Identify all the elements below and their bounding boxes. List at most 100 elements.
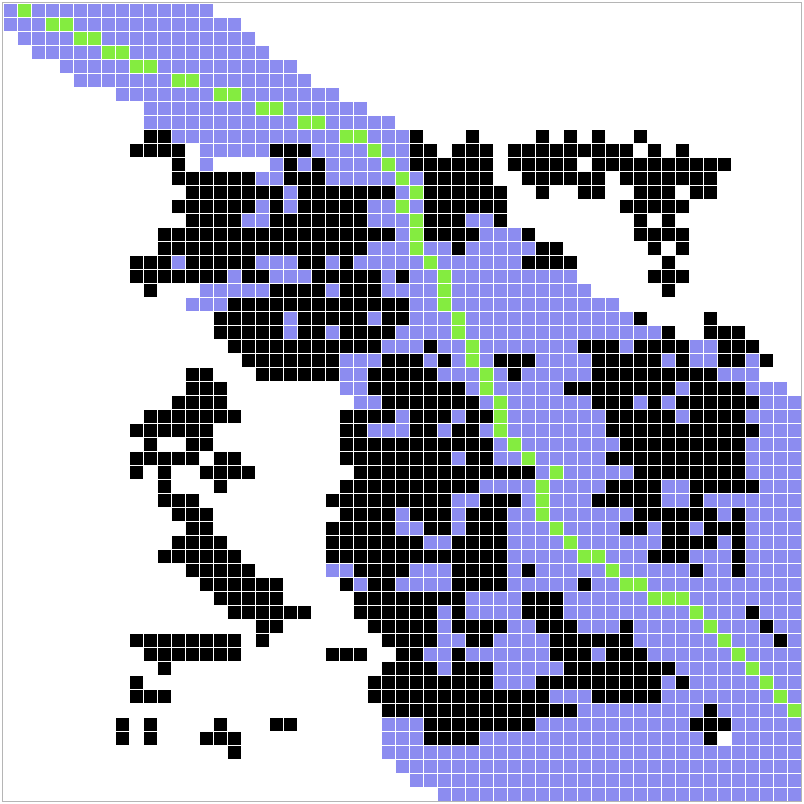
wall-cell bbox=[578, 172, 591, 185]
wall-cell bbox=[690, 172, 703, 185]
wall-cell bbox=[144, 452, 157, 465]
wall-cell bbox=[452, 676, 465, 689]
wall-cell bbox=[480, 662, 493, 675]
wall-cell bbox=[144, 424, 157, 437]
explored-cell bbox=[746, 746, 759, 759]
wall-cell bbox=[564, 662, 577, 675]
explored-cell bbox=[648, 732, 661, 745]
explored-cell bbox=[704, 662, 717, 675]
wall-cell bbox=[648, 494, 661, 507]
explored-cell bbox=[788, 648, 801, 661]
explored-cell bbox=[508, 746, 521, 759]
wall-cell bbox=[704, 410, 717, 423]
wall-cell bbox=[718, 158, 731, 171]
wall-cell bbox=[704, 704, 717, 717]
wall-cell bbox=[606, 144, 619, 157]
wall-cell bbox=[200, 564, 213, 577]
explored-cell bbox=[466, 312, 479, 325]
wall-cell bbox=[438, 452, 451, 465]
wall-cell bbox=[704, 382, 717, 395]
wall-cell bbox=[676, 158, 689, 171]
explored-cell bbox=[410, 284, 423, 297]
explored-cell bbox=[200, 158, 213, 171]
wall-cell bbox=[186, 256, 199, 269]
explored-cell bbox=[648, 578, 661, 591]
explored-cell bbox=[186, 32, 199, 45]
wall-cell bbox=[214, 382, 227, 395]
explored-cell bbox=[368, 158, 381, 171]
path-cell bbox=[704, 620, 717, 633]
wall-cell bbox=[354, 200, 367, 213]
explored-cell bbox=[662, 648, 675, 661]
explored-cell bbox=[480, 606, 493, 619]
explored-cell bbox=[102, 4, 115, 17]
explored-cell bbox=[620, 508, 633, 521]
wall-cell bbox=[228, 648, 241, 661]
explored-cell bbox=[606, 312, 619, 325]
wall-cell bbox=[690, 368, 703, 381]
explored-cell bbox=[158, 102, 171, 115]
path-cell bbox=[256, 102, 269, 115]
wall-cell bbox=[550, 676, 563, 689]
wall-cell bbox=[172, 452, 185, 465]
explored-cell bbox=[256, 130, 269, 143]
wall-cell bbox=[606, 158, 619, 171]
wall-cell bbox=[228, 186, 241, 199]
wall-cell bbox=[536, 620, 549, 633]
explored-cell bbox=[536, 326, 549, 339]
explored-cell bbox=[788, 690, 801, 703]
wall-cell bbox=[172, 494, 185, 507]
wall-cell bbox=[732, 410, 745, 423]
wall-cell bbox=[298, 368, 311, 381]
explored-cell bbox=[466, 648, 479, 661]
explored-cell bbox=[480, 340, 493, 353]
wall-cell bbox=[158, 480, 171, 493]
explored-cell bbox=[424, 298, 437, 311]
wall-cell bbox=[354, 410, 367, 423]
wall-cell bbox=[452, 242, 465, 255]
wall-cell bbox=[732, 354, 745, 367]
explored-cell bbox=[256, 256, 269, 269]
explored-cell bbox=[88, 4, 101, 17]
wall-cell bbox=[340, 270, 353, 283]
wall-cell bbox=[158, 690, 171, 703]
wall-cell bbox=[172, 536, 185, 549]
explored-cell bbox=[522, 298, 535, 311]
wall-cell bbox=[508, 494, 521, 507]
explored-cell bbox=[690, 704, 703, 717]
wall-cell bbox=[214, 466, 227, 479]
wall-cell bbox=[242, 578, 255, 591]
wall-cell bbox=[606, 494, 619, 507]
wall-cell bbox=[662, 186, 675, 199]
wall-cell bbox=[634, 508, 647, 521]
explored-cell bbox=[522, 480, 535, 493]
explored-cell bbox=[564, 592, 577, 605]
explored-cell bbox=[228, 46, 241, 59]
explored-cell bbox=[774, 578, 787, 591]
wall-cell bbox=[522, 228, 535, 241]
path-cell bbox=[396, 172, 409, 185]
explored-cell bbox=[32, 32, 45, 45]
explored-cell bbox=[368, 256, 381, 269]
explored-cell bbox=[466, 592, 479, 605]
explored-cell bbox=[452, 508, 465, 521]
explored-cell bbox=[284, 186, 297, 199]
wall-cell bbox=[452, 690, 465, 703]
explored-cell bbox=[200, 74, 213, 87]
path-cell bbox=[480, 382, 493, 395]
wall-cell bbox=[368, 550, 381, 563]
explored-cell bbox=[228, 18, 241, 31]
wall-cell bbox=[270, 144, 283, 157]
explored-cell bbox=[200, 88, 213, 101]
wall-cell bbox=[676, 144, 689, 157]
explored-cell bbox=[718, 550, 731, 563]
wall-cell bbox=[382, 522, 395, 535]
explored-cell bbox=[284, 60, 297, 73]
wall-cell bbox=[466, 228, 479, 241]
explored-cell bbox=[732, 620, 745, 633]
wall-cell bbox=[620, 396, 633, 409]
explored-cell bbox=[760, 718, 773, 731]
explored-cell bbox=[606, 788, 619, 801]
explored-cell bbox=[690, 578, 703, 591]
explored-cell bbox=[88, 46, 101, 59]
